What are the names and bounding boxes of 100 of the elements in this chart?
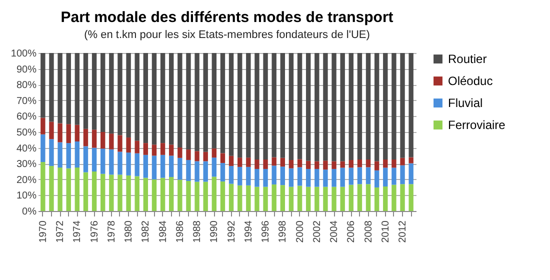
bar xyxy=(126,175,131,211)
bar xyxy=(194,182,200,211)
bar xyxy=(254,159,260,169)
legend-label: Fluvial xyxy=(448,96,483,110)
bar xyxy=(212,158,217,177)
bar xyxy=(314,53,320,162)
bar xyxy=(212,148,217,158)
bar xyxy=(74,53,80,125)
bar xyxy=(168,156,174,178)
bar xyxy=(152,156,157,180)
bar xyxy=(220,162,226,182)
bar xyxy=(83,172,88,211)
bar xyxy=(340,53,345,162)
x-tick-label: 2006 xyxy=(346,220,358,243)
bar xyxy=(288,186,294,211)
bar xyxy=(220,181,226,211)
bar xyxy=(160,53,166,144)
bar xyxy=(228,156,234,166)
x-tick-label: 1970 xyxy=(38,220,49,243)
y-tick-label: 80% xyxy=(16,80,37,92)
bar xyxy=(203,182,208,211)
x-tick-label: 2008 xyxy=(363,220,374,243)
bar xyxy=(92,130,97,148)
bar xyxy=(340,161,345,168)
bar xyxy=(143,143,148,155)
bar xyxy=(280,53,286,158)
bar xyxy=(297,53,302,160)
bar xyxy=(152,144,157,156)
bar xyxy=(58,53,62,124)
bar xyxy=(374,53,380,162)
bar xyxy=(134,53,140,141)
bar xyxy=(186,180,191,211)
bar xyxy=(332,168,336,187)
bar xyxy=(83,128,88,146)
bar xyxy=(383,159,388,168)
bar xyxy=(92,172,97,211)
bar xyxy=(228,166,234,184)
legend-label: Routier xyxy=(448,52,487,66)
bar xyxy=(126,53,131,138)
bar xyxy=(212,53,217,148)
bar xyxy=(74,124,80,142)
bar xyxy=(160,178,166,211)
y-tick-label: 90% xyxy=(16,64,37,76)
bar xyxy=(332,161,336,169)
legend-label: Oléoduc xyxy=(448,74,493,88)
x-tick-label: 1998 xyxy=(278,220,289,243)
y-tick-label: 50% xyxy=(16,128,37,138)
chart-title: Part modale des différents modes de transport xyxy=(60,9,394,26)
bar xyxy=(246,185,251,211)
bar xyxy=(58,123,62,142)
bar xyxy=(203,152,208,162)
bar xyxy=(357,167,362,184)
bar xyxy=(66,168,71,211)
bar xyxy=(374,170,380,188)
y-tick-label: 10% xyxy=(16,190,37,202)
bar xyxy=(40,118,46,134)
bar xyxy=(254,168,260,187)
bar xyxy=(348,160,354,168)
bar xyxy=(374,187,380,211)
bar xyxy=(109,134,114,150)
x-tick-label: 1988 xyxy=(192,220,204,243)
bar xyxy=(323,186,328,211)
x-tick-label: 1986 xyxy=(174,220,186,243)
bar xyxy=(118,174,122,211)
bar xyxy=(83,53,88,129)
bar xyxy=(400,53,405,158)
bar xyxy=(263,186,268,211)
bar xyxy=(118,53,122,136)
bar xyxy=(272,53,276,158)
x-tick-label: 1984 xyxy=(158,220,169,243)
bar xyxy=(297,159,302,168)
bar xyxy=(194,53,200,152)
bar xyxy=(143,53,148,144)
bar xyxy=(186,53,191,150)
bar xyxy=(272,184,276,211)
bar xyxy=(392,184,396,211)
bar xyxy=(288,168,294,187)
bar xyxy=(323,170,328,187)
bar xyxy=(288,53,294,160)
bar xyxy=(58,168,62,211)
bar xyxy=(306,53,311,161)
bar xyxy=(178,53,182,148)
x-tick-label: 1994 xyxy=(243,220,254,243)
bar xyxy=(118,152,122,175)
bar xyxy=(408,53,414,158)
bar xyxy=(323,160,328,170)
bar xyxy=(100,174,106,211)
bar xyxy=(383,168,388,187)
bar xyxy=(332,53,336,162)
bar xyxy=(237,185,242,211)
bar xyxy=(118,135,122,152)
bar xyxy=(392,53,396,160)
bar xyxy=(40,53,46,118)
bar xyxy=(408,157,414,164)
x-tick-label: 2004 xyxy=(329,220,340,243)
bar xyxy=(366,167,371,184)
y-tick-label: 100% xyxy=(10,48,37,60)
bar xyxy=(357,53,362,160)
bar xyxy=(366,53,371,160)
bar xyxy=(306,168,311,187)
